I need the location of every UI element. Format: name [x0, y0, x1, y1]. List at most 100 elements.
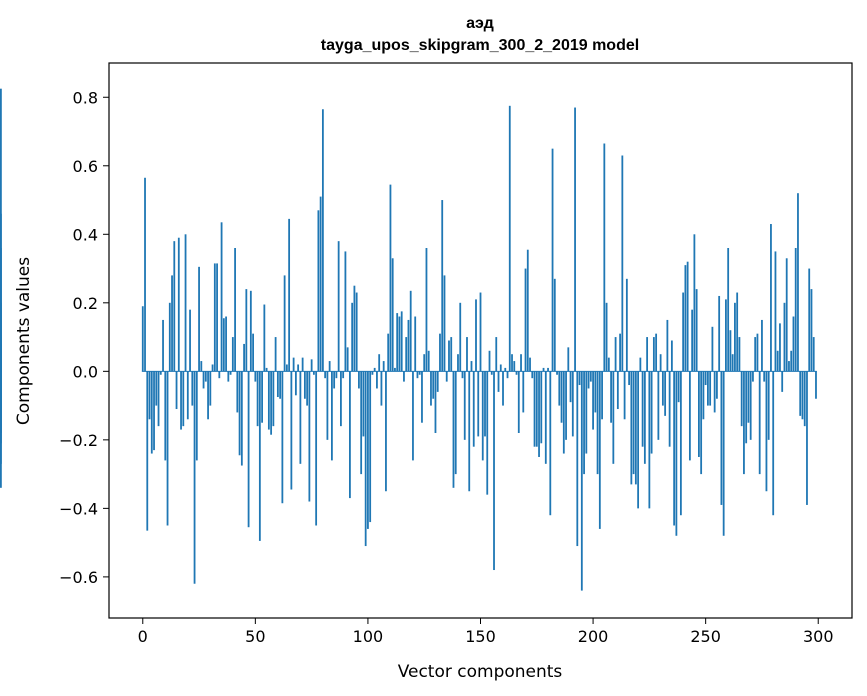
bar-61: [279, 371, 282, 399]
bar-44: [240, 371, 243, 466]
bar-287: [788, 361, 790, 372]
bar-undefined: [0, 371, 2, 433]
bar-117: [405, 337, 408, 372]
bar-236: [673, 371, 676, 526]
bar-65: [288, 218, 291, 372]
bar-114: [398, 316, 401, 372]
bar-143: [463, 371, 466, 440]
bar-106: [380, 371, 383, 406]
y-axis-ticks: −0.6 −0.4 −0.2 0.0 0.2 0.4 0.6 0.8: [59, 88, 109, 587]
bar-113: [396, 313, 399, 372]
bar-272: [754, 337, 757, 372]
bar-54: [263, 304, 266, 372]
bar-281: [774, 251, 777, 372]
bar-41: [234, 248, 236, 372]
bar-39: [229, 371, 232, 375]
bar-84: [331, 371, 333, 461]
bar-215: [625, 278, 628, 372]
bar-295: [806, 371, 808, 505]
bar-7: [157, 371, 160, 427]
bar-228: [655, 333, 658, 372]
bar-203: [598, 371, 601, 529]
x-axis-ticks: 0 50 100 150 200 250 300: [138, 618, 834, 646]
bar-109: [387, 333, 390, 372]
bar-164: [511, 354, 513, 372]
bar-257: [720, 371, 723, 505]
bar-29: [207, 371, 209, 420]
bar-178: [542, 367, 545, 372]
bar-274: [758, 371, 761, 475]
bar-128: [430, 371, 432, 406]
bar-9: [162, 319, 164, 372]
y-axis-label: Components values: [14, 257, 34, 425]
bar-247: [698, 371, 700, 457]
bar-100: [367, 371, 369, 529]
bar-67: [292, 357, 295, 372]
bar-22: [191, 371, 194, 406]
bar-270: [749, 371, 752, 440]
bar-293: [801, 371, 804, 420]
bar-298: [812, 337, 815, 372]
bar-104: [376, 371, 378, 389]
bar-278: [767, 371, 770, 440]
bar-0: [141, 306, 144, 372]
bar-291: [797, 193, 799, 372]
bar-183: [553, 278, 556, 372]
bar-50: [254, 371, 257, 382]
bar-194: [578, 371, 581, 386]
bar-31: [211, 364, 214, 372]
bar-82: [326, 371, 329, 440]
bar-60: [276, 371, 279, 398]
bar-43: [238, 371, 241, 456]
bar-107: [382, 361, 385, 372]
bar-49: [252, 333, 254, 372]
bar-188: [565, 371, 567, 440]
bar-85: [333, 371, 336, 389]
bar-147: [472, 371, 475, 447]
bar-204: [601, 371, 603, 420]
bar-46: [245, 289, 248, 372]
bar-288: [790, 350, 793, 372]
bar-275: [761, 319, 763, 372]
bar-265: [738, 337, 741, 372]
bar-42: [236, 371, 239, 413]
bar-162: [506, 371, 509, 379]
bar-32: [213, 263, 216, 372]
bar-2: [146, 371, 149, 531]
bar-83: [328, 361, 331, 372]
bar-38: [227, 371, 230, 382]
bar-40: [231, 337, 234, 372]
bar-132: [439, 333, 441, 372]
bar-undefined: [0, 354, 2, 372]
bar-232: [664, 371, 667, 416]
bar-158: [497, 371, 500, 392]
bar-74: [308, 371, 311, 502]
bar-180: [547, 367, 549, 372]
x-tick-label: 100: [353, 627, 384, 646]
bar-87: [337, 241, 340, 372]
bar-20: [186, 371, 189, 420]
bar-201: [594, 371, 597, 413]
bar-289: [792, 316, 795, 372]
bar-66: [290, 371, 293, 490]
bar-166: [515, 371, 518, 375]
bar-276: [763, 371, 766, 382]
bar-184: [556, 371, 558, 375]
bar-212: [619, 333, 621, 372]
bar-155: [490, 371, 493, 375]
bar-140: [457, 354, 459, 372]
bar-63: [283, 275, 286, 372]
bar-198: [587, 371, 590, 389]
bar-200: [592, 371, 594, 430]
bar-70: [299, 371, 302, 464]
y-tick-label: −0.2: [59, 431, 98, 450]
bar-48: [249, 290, 252, 372]
bar-92: [349, 371, 351, 499]
bar-71: [301, 357, 304, 372]
bar-179: [544, 371, 547, 464]
bar-13: [171, 275, 173, 372]
bar-297: [810, 289, 813, 372]
bar-5: [153, 371, 155, 451]
bar-126: [425, 248, 428, 372]
bar-230: [659, 354, 662, 372]
